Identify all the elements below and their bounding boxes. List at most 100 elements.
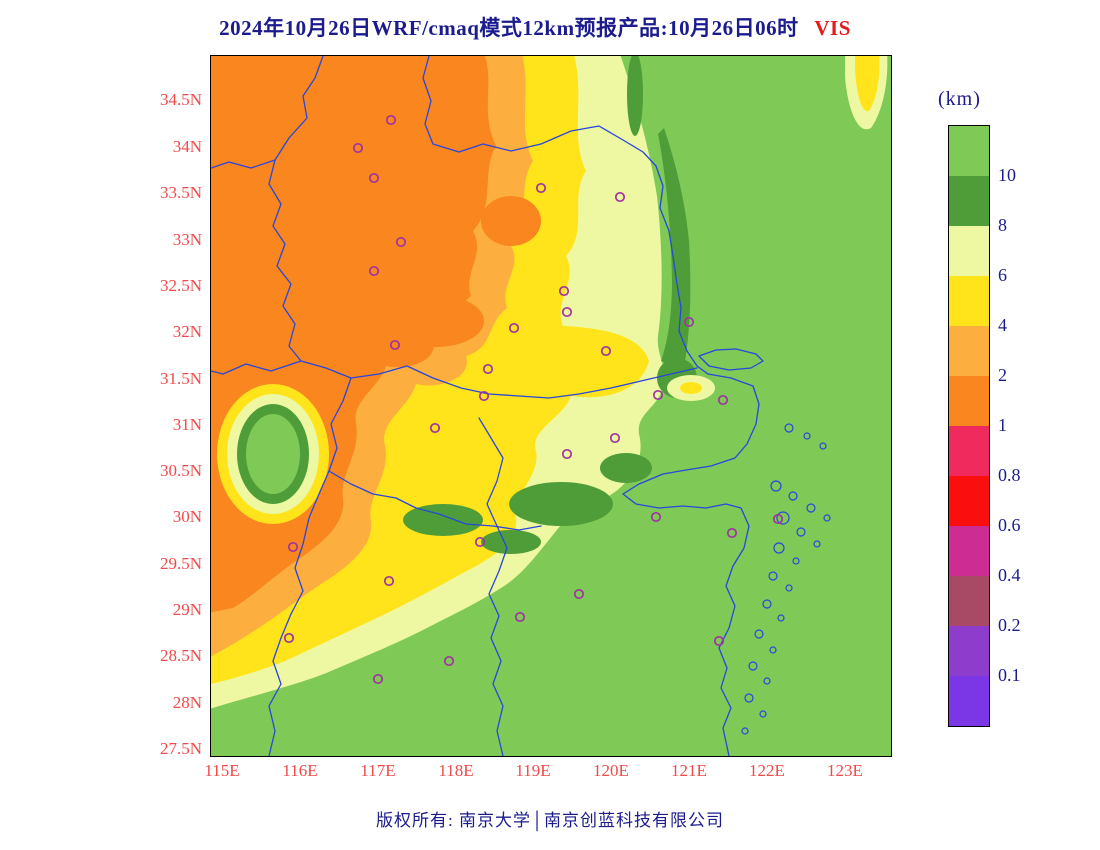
- station-marker: [558, 285, 570, 297]
- copyright-footer: 版权所有: 南京大学│南京创蓝科技有限公司: [375, 811, 725, 830]
- province-border-line: [211, 159, 276, 169]
- province-border-line: [422, 56, 657, 167]
- visibility-contour-region: [627, 56, 643, 136]
- lat-tick-label: 31N: [172, 415, 202, 434]
- legend-patch-violet: [949, 676, 989, 726]
- island-outline: [776, 511, 790, 525]
- title-text: 2024年10月26日WRF/cmaq模式12km预报产品:10月26日06时: [219, 16, 799, 40]
- island-outline: [819, 442, 827, 450]
- visibility-contour-region: [855, 56, 880, 112]
- island-outline: [762, 599, 772, 609]
- station-marker: [429, 422, 441, 434]
- legend-value-label: 4: [998, 315, 1007, 335]
- legend-value-label: 2: [998, 365, 1007, 385]
- island-outline: [754, 629, 764, 639]
- lat-tick-label: 28N: [172, 693, 202, 712]
- station-marker: [368, 172, 380, 184]
- station-marker: [514, 611, 526, 623]
- station-marker: [652, 389, 664, 401]
- station-marker: [482, 363, 494, 375]
- legend-patch-orange: [949, 376, 989, 426]
- lat-tick-label: 27.5N: [159, 739, 202, 758]
- legend-patch-light_orange: [949, 326, 989, 376]
- lat-tick-label: 30N: [172, 507, 202, 526]
- legend-unit-label: (km): [938, 88, 981, 110]
- legend-value-label: 0.4: [998, 565, 1021, 585]
- island-outline: [806, 503, 816, 513]
- lat-tick-label: 29N: [172, 600, 202, 619]
- station-marker: [385, 114, 397, 126]
- legend-patch-crimson: [949, 426, 989, 476]
- lon-tick-label: 123E: [827, 761, 863, 780]
- island-outline: [784, 423, 794, 433]
- legend-patch-dark_green: [949, 176, 989, 226]
- legend-value-label: 1: [998, 415, 1007, 435]
- legend-patch-red: [949, 476, 989, 526]
- station-marker: [383, 575, 395, 587]
- legend-bar: [948, 125, 990, 727]
- island-outline: [785, 584, 793, 592]
- station-marker: [772, 513, 784, 525]
- station-marker: [614, 191, 626, 203]
- station-marker: [443, 655, 455, 667]
- station-marker: [573, 588, 585, 600]
- island-outline: [744, 693, 754, 703]
- lat-tick-label: 30.5N: [159, 461, 202, 480]
- lat-tick-label: 32N: [172, 322, 202, 341]
- province-border-line: [622, 373, 760, 756]
- island-outline: [796, 527, 806, 537]
- province-border-line: [698, 348, 764, 371]
- lat-tick-label: 29.5N: [159, 554, 202, 573]
- province-border-line: [268, 56, 324, 362]
- province-border-line: [268, 470, 330, 756]
- visibility-contour-region: [509, 482, 613, 526]
- province-border-line: [478, 417, 508, 756]
- legend-patch-purple: [949, 626, 989, 676]
- island-outline: [741, 727, 749, 735]
- lat-tick-label: 34N: [172, 137, 202, 156]
- lon-tick-label: 116E: [282, 761, 318, 780]
- visibility-contour-region: [481, 196, 541, 246]
- page-title: 2024年10月26日WRF/cmaq模式12km预报产品:10月26日06时 …: [0, 12, 1070, 42]
- lon-tick-label: 120E: [593, 761, 629, 780]
- legend-value-label: 6: [998, 265, 1007, 285]
- lon-tick-label: 118E: [438, 761, 474, 780]
- visibility-contour-region: [246, 414, 300, 494]
- station-marker: [535, 182, 547, 194]
- station-marker: [561, 448, 573, 460]
- island-outline: [773, 542, 785, 554]
- visibility-contour-region: [481, 530, 541, 554]
- station-marker: [726, 527, 738, 539]
- legend-patch-pale_yellow: [949, 226, 989, 276]
- lat-tick-label: 31.5N: [159, 369, 202, 388]
- lat-tick-label: 33N: [172, 230, 202, 249]
- station-marker: [561, 306, 573, 318]
- station-marker: [395, 236, 407, 248]
- station-marker: [287, 541, 299, 553]
- legend-value-label: 0.1: [998, 665, 1021, 685]
- visibility-contour-region: [658, 128, 691, 371]
- island-outline: [823, 514, 831, 522]
- legend-value-label: 10: [998, 165, 1016, 185]
- island-outline: [763, 677, 771, 685]
- island-outline: [788, 491, 798, 501]
- title-variable: VIS: [814, 16, 851, 40]
- island-outline: [803, 432, 811, 440]
- station-marker: [713, 635, 725, 647]
- lat-tick-label: 32.5N: [159, 276, 202, 295]
- forecast-map-svg: [211, 56, 891, 756]
- lon-tick-label: 122E: [749, 761, 785, 780]
- lon-tick-label: 115E: [204, 761, 240, 780]
- station-marker: [372, 673, 384, 685]
- legend-value-label: 0.2: [998, 615, 1021, 635]
- island-outline: [813, 540, 821, 548]
- island-outline: [769, 646, 777, 654]
- visibility-contour-region: [600, 452, 652, 484]
- station-marker: [600, 345, 612, 357]
- station-marker: [352, 142, 364, 154]
- visibility-contour-region: [403, 504, 483, 536]
- station-marker: [283, 632, 295, 644]
- station-marker: [478, 390, 490, 402]
- lon-tick-label: 119E: [515, 761, 551, 780]
